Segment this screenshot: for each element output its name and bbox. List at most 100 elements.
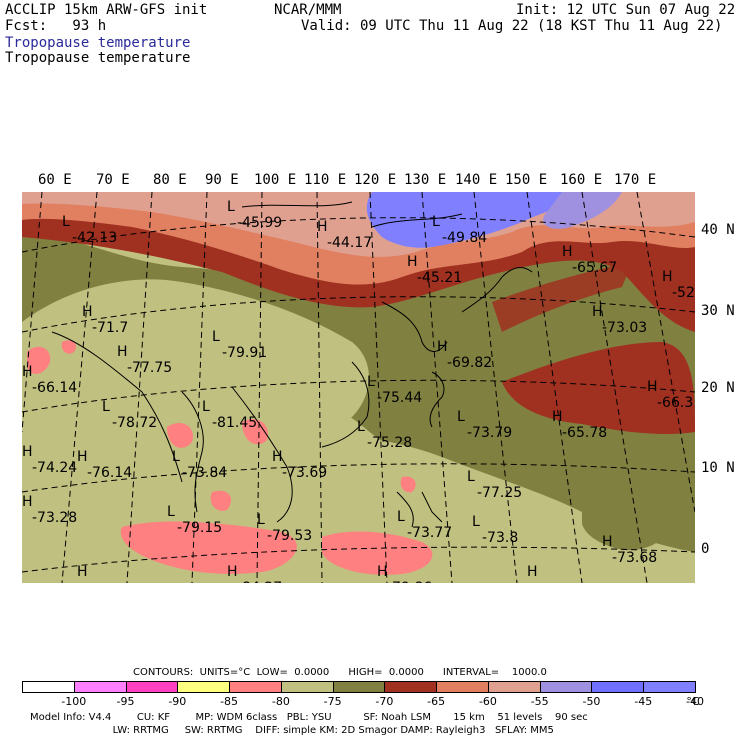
extreme-value: -73.68 (612, 550, 657, 566)
legend-swatch (125, 681, 179, 693)
extreme-value: -79.91 (222, 345, 267, 361)
legend-label: -70 (375, 695, 394, 708)
low-marker: L (102, 399, 110, 415)
extreme-value: -74.24 (32, 460, 77, 476)
high-marker: H (407, 254, 418, 270)
low-marker: L (202, 399, 210, 415)
lon-label: 90 E (205, 172, 239, 188)
extreme-value: -79.86 (387, 580, 432, 583)
contour-info: CONTOURS: UNITS=°C LOW= 0.0000 HIGH= 0.0… (133, 667, 547, 678)
lat-label: 0 (701, 541, 710, 557)
low-marker: L (357, 419, 365, 435)
extreme-value: -69.82 (447, 355, 492, 371)
tropopause-temperature-map: L-42.13L-45.99 H-44.17L-49.84H-45.21H-65.… (22, 192, 695, 583)
low-marker: L (257, 512, 265, 528)
high-marker: H (272, 449, 283, 465)
extreme-value: -77.25 (477, 485, 522, 501)
low-marker: L (467, 469, 475, 485)
legend-unit: °C (686, 695, 700, 708)
low-marker: L (227, 199, 235, 215)
high-marker: H (82, 304, 93, 320)
forecast-hour: Fcst: 93 h (5, 18, 107, 34)
lon-label: 140 E (455, 172, 498, 188)
field-title-primary: Tropopause temperature (5, 35, 191, 51)
coastlines (51, 201, 533, 528)
legend-label: -95 (116, 695, 135, 708)
high-marker: H (117, 344, 128, 360)
pink-patches (27, 340, 433, 575)
high-marker: H (562, 244, 573, 260)
extreme-value: -45.99 (237, 215, 282, 231)
lat-label: 40 N (701, 222, 735, 238)
cold-blue-region (366, 192, 582, 248)
high-marker: H (22, 364, 33, 380)
legend-swatch (73, 681, 127, 693)
legend-label: -75 (323, 695, 342, 708)
extreme-value: -73.8 (482, 530, 518, 546)
violet-edge (543, 192, 622, 229)
olive-patch-south (581, 506, 665, 551)
model-info-line-1: Model Info: V4.4 CU: KF MP: WDM 6class P… (30, 712, 588, 723)
low-marker: L (457, 409, 465, 425)
model-info-line-2: LW: RRTMG SW: RRTMG DIFF: simple KM: 2D … (30, 725, 554, 736)
extreme-value: -71.7 (92, 320, 128, 336)
model-title: ACCLIP 15km ARW-GFS init (5, 2, 208, 18)
extreme-value: -75.28 (367, 435, 412, 451)
extreme-value: -45.21 (417, 270, 462, 286)
extreme-value: -44.17 (327, 235, 372, 251)
extreme-value: -78.72 (112, 415, 157, 431)
legend-label: -80 (271, 695, 290, 708)
annotations: L-42.13L-45.99 H-44.17L-49.84H-45.21H-65.… (22, 199, 695, 583)
high-marker: H (552, 409, 563, 425)
low-marker: L (167, 504, 175, 520)
extreme-value: -73.03 (602, 320, 647, 336)
lon-label: 130 E (404, 172, 447, 188)
legend-label: -40 (686, 695, 704, 708)
extreme-value: -76.14 (87, 465, 132, 481)
high-marker: H (437, 339, 448, 355)
low-marker: L (432, 214, 440, 230)
lon-label: 150 E (505, 172, 548, 188)
lon-label: 110 E (304, 172, 347, 188)
high-marker: H (377, 564, 388, 580)
legend-swatch (591, 681, 645, 693)
extreme-value: -73.79 (467, 425, 512, 441)
extreme-value: -73.28 (32, 510, 77, 526)
legend-swatch (280, 681, 334, 693)
high-marker: H (77, 564, 88, 580)
extreme-value: -65.67 (572, 260, 617, 276)
legend-swatch (643, 681, 696, 693)
extreme-value: -66.3 (657, 395, 693, 411)
extreme-value: -73.84 (182, 465, 227, 481)
legend-label: -60 (478, 695, 497, 708)
extreme-value: -42.13 (72, 230, 117, 246)
high-marker: H (22, 494, 33, 510)
center-label: NCAR/MMM (274, 2, 342, 18)
low-marker: L (212, 329, 220, 345)
high-marker: H (317, 219, 328, 235)
lon-label: 60 E (38, 172, 72, 188)
legend-label: -45 (634, 695, 653, 708)
legend-label: -100 (61, 695, 87, 708)
legend-swatch (487, 681, 541, 693)
legend-label: -50 (582, 695, 601, 708)
graticule (22, 192, 695, 583)
legend-swatch (22, 681, 75, 693)
extreme-value: -73.77 (407, 525, 452, 541)
extreme-value: -79.53 (267, 528, 312, 544)
lat-label: 10 N (701, 460, 735, 476)
high-marker: H (77, 449, 88, 465)
lon-label: 170 E (614, 172, 657, 188)
legend-swatch (229, 681, 282, 693)
extreme-value: -73.69 (282, 465, 327, 481)
init-time: Init: 12 UTC Sun 07 Aug 22 (516, 2, 736, 18)
legend-swatch (539, 681, 593, 693)
extreme-value: -81.45 (212, 415, 257, 431)
low-marker: L (367, 374, 375, 390)
extreme-value: -84.27 (237, 580, 282, 583)
legend-swatch (384, 681, 438, 693)
low-marker: L (62, 214, 70, 230)
lon-label: 120 E (354, 172, 397, 188)
low-marker: L (172, 449, 180, 465)
lat-label: 20 N (701, 380, 735, 396)
